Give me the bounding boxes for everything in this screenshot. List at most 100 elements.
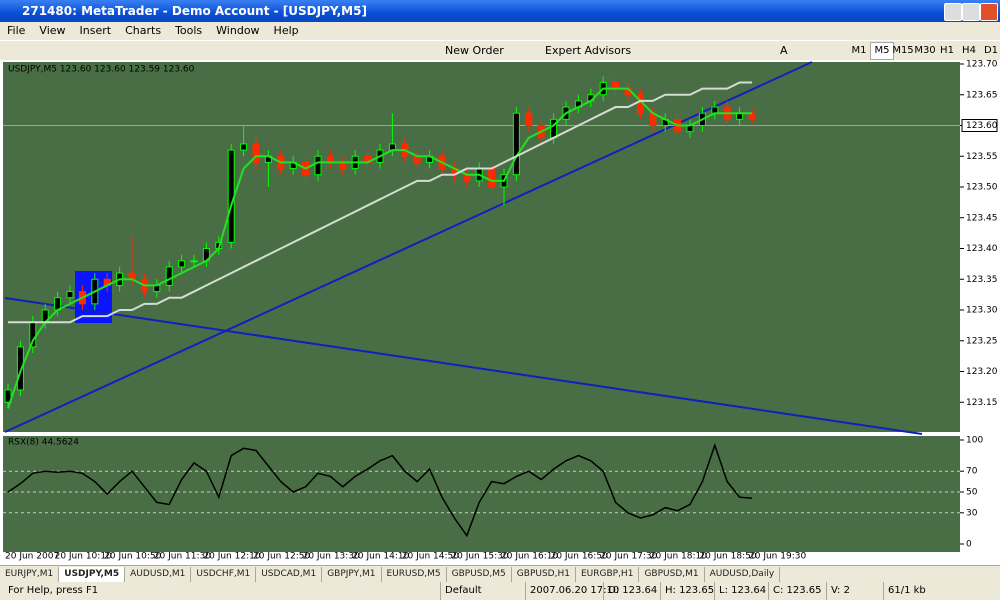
- candle-body: [4, 389, 12, 403]
- timeframe-button[interactable]: D1: [983, 45, 999, 56]
- x-tick-label: 20 Jun 10:50: [104, 552, 161, 562]
- symbol-tab[interactable]: USDCAD,M1: [256, 567, 323, 582]
- y-tick-label: 70: [966, 467, 978, 477]
- y-tick-label: 123.15: [966, 398, 998, 408]
- x-tick-label: 20 Jun 12:10: [203, 552, 260, 562]
- status-field: V: 2: [826, 582, 850, 600]
- y-tick-label: 30: [966, 508, 978, 518]
- symbol-tab[interactable]: EURUSD,M5: [382, 567, 447, 582]
- status-field: Default: [440, 582, 482, 600]
- status-field: L: 123.64: [714, 582, 766, 600]
- title-bar: 271480: MetaTrader - Demo Account - [USD…: [0, 0, 1000, 22]
- symbol-tab[interactable]: USDJPY,M5: [59, 567, 126, 582]
- x-tick-label: 20 Jun 14:50: [402, 552, 459, 562]
- expert-advisors-button[interactable]: Expert Advisors: [545, 44, 632, 57]
- y-tick-label: 100: [966, 436, 983, 446]
- window-title: 271480: MetaTrader - Demo Account - [USD…: [22, 4, 367, 18]
- symbol-tab[interactable]: USDCHF,M1: [191, 567, 257, 582]
- status-field: H: 123.65: [660, 582, 714, 600]
- menu-bar: File View Insert Charts Tools Window Help: [0, 22, 1000, 39]
- symbol-tab[interactable]: GBPUSD,M5: [447, 567, 512, 582]
- moving-average: [8, 81, 752, 324]
- symbol-tabs: EURJPY,M1 USDJPY,M5 AUDUSD,M1 USDCHF,M1 USDC…: [0, 565, 1000, 582]
- x-tick-label: 20 Jun 11:30: [154, 552, 211, 562]
- candle-body: [16, 346, 24, 391]
- y-tick-label: 123.20: [966, 367, 998, 377]
- indicator-line: [7, 442, 753, 538]
- candle-body: [66, 291, 74, 299]
- candle-body: [190, 260, 198, 263]
- menu-item[interactable]: Window: [216, 24, 260, 37]
- timeframe-button[interactable]: H4: [962, 45, 976, 56]
- x-tick-label: 20 Jun 15:30: [451, 552, 508, 562]
- x-tick-label: 20 Jun 10:10: [55, 552, 112, 562]
- bid-label: 123.60: [966, 121, 998, 131]
- chart: USDJPY,M5 123.60 123.60 123.59 123.60 RS…: [0, 60, 1000, 565]
- symbol-tab[interactable]: GBPUSD,H1: [512, 567, 576, 582]
- close-button[interactable]: [980, 3, 998, 21]
- x-tick-label: 20 Jun 13:30: [303, 552, 360, 562]
- menu-item[interactable]: File: [7, 24, 26, 37]
- x-tick-label: 20 Jun 16:10: [501, 552, 558, 562]
- timeframe-button[interactable]: M15: [892, 45, 914, 56]
- x-tick-label: 20 Jun 17:30: [600, 552, 657, 562]
- price-panel: [3, 62, 960, 432]
- indicator-panel: [3, 436, 960, 552]
- x-tick-label: 20 Jun 2007: [5, 552, 59, 562]
- trend-line: [4, 297, 923, 435]
- x-tick-label: 20 Jun 18:50: [699, 552, 756, 562]
- y-tick-label: 123.35: [966, 275, 998, 285]
- timeframe-button[interactable]: M1: [851, 45, 867, 56]
- y-tick-label: 123.25: [966, 336, 998, 346]
- y-tick-label: 123.30: [966, 306, 998, 316]
- candle-body: [178, 260, 186, 268]
- status-field: For Help, press F1: [8, 585, 99, 596]
- menu-item[interactable]: Tools: [175, 24, 203, 37]
- menu-item[interactable]: Charts: [125, 24, 162, 37]
- y-tick-label: 123.45: [966, 213, 998, 223]
- candle-body: [488, 168, 496, 188]
- minimize-button[interactable]: [944, 3, 962, 21]
- status-bar: For Help, press F1 Default 2007.06.20 17:1…: [0, 582, 1000, 600]
- menu-item[interactable]: Insert: [79, 24, 112, 37]
- candle-body: [314, 155, 322, 176]
- status-field: C: 123.65: [768, 582, 822, 600]
- symbol-tab[interactable]: EURGBP,H1: [576, 567, 640, 582]
- symbol-tab[interactable]: AUDUSD,Daily: [705, 567, 781, 582]
- y-tick-label: 123.70: [966, 60, 998, 70]
- moving-average: [7, 87, 752, 409]
- text-tool[interactable]: A: [780, 44, 788, 57]
- x-tick-label: 20 Jun 16:50: [551, 552, 608, 562]
- new-order-button[interactable]: New Order: [445, 44, 504, 57]
- candle-body: [525, 112, 533, 127]
- bid-label-box: [961, 119, 998, 132]
- y-tick-label: 50: [966, 488, 978, 498]
- candle-body: [165, 266, 173, 286]
- symbol-tab[interactable]: AUDUSD,M1: [125, 567, 192, 582]
- timeframe-button[interactable]: M5: [870, 42, 894, 60]
- x-tick-label: 20 Jun 18:10: [650, 552, 707, 562]
- y-tick-label: 123.55: [966, 152, 998, 162]
- candle-body: [252, 143, 260, 163]
- y-tick-label: 0: [966, 540, 972, 550]
- status-field: O: 123.64: [603, 582, 657, 600]
- menu-item[interactable]: View: [39, 24, 66, 37]
- x-tick-label: 20 Jun 14:10: [352, 552, 409, 562]
- candle-body: [240, 143, 248, 151]
- status-field: 2007.06.20 17:10: [525, 582, 619, 600]
- y-tick-label: 123.50: [966, 183, 998, 193]
- symbol-tab[interactable]: GBPUSD,M1: [639, 567, 705, 582]
- maximize-button[interactable]: [962, 3, 980, 21]
- timeframe-button[interactable]: M30: [914, 45, 936, 56]
- x-tick-label: 20 Jun 12:50: [253, 552, 310, 562]
- symbol-tab[interactable]: EURJPY,M1: [0, 567, 60, 582]
- menu-item[interactable]: Help: [273, 24, 299, 37]
- timeframe-button[interactable]: H1: [940, 45, 954, 56]
- y-tick-label: 123.40: [966, 244, 998, 254]
- symbol-tab[interactable]: GBPJPY,M1: [322, 567, 382, 582]
- chart-title: USDJPY,M5 123.60 123.60 123.59 123.60: [8, 65, 195, 75]
- indicator-title: RSX(8) 44.5624: [8, 438, 79, 448]
- y-tick-label: 123.65: [966, 90, 998, 100]
- x-tick-label: 20 Jun 19:30: [749, 552, 806, 562]
